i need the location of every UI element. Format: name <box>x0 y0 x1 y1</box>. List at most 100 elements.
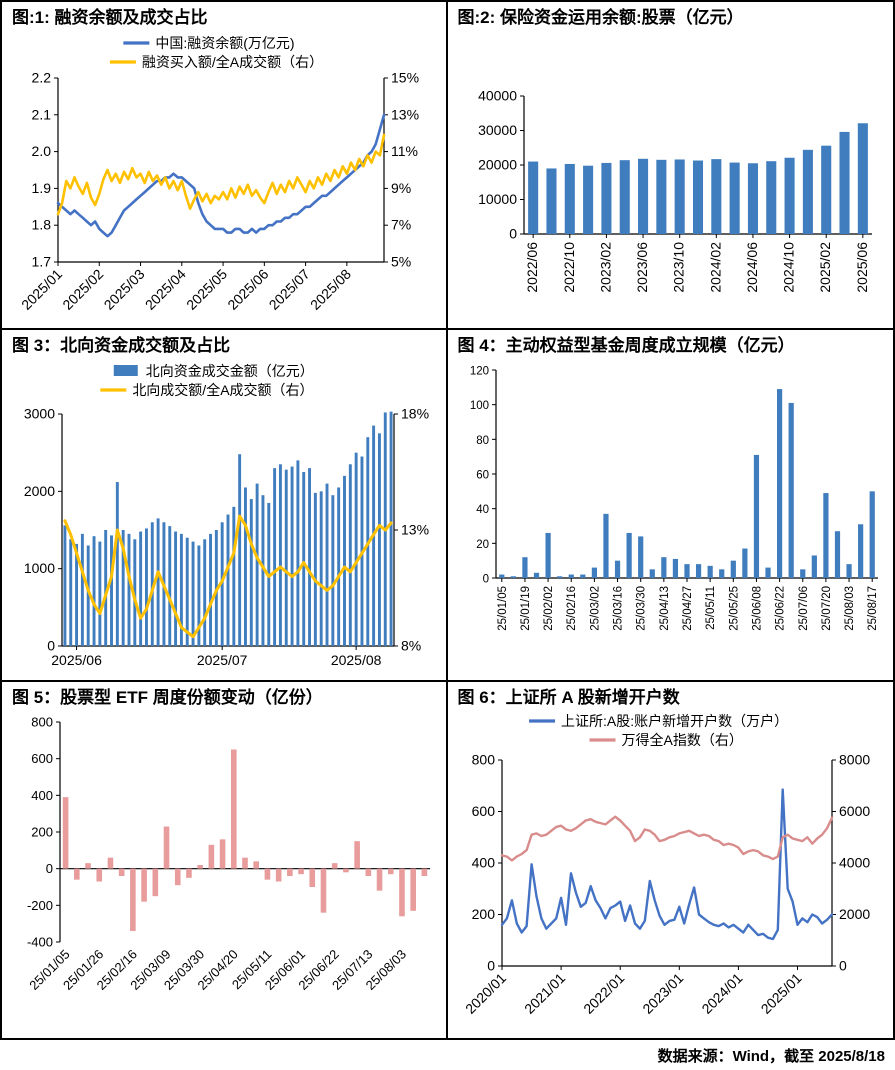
svg-text:2024/10: 2024/10 <box>780 242 796 293</box>
svg-text:2025/03: 2025/03 <box>101 266 148 313</box>
svg-text:1000: 1000 <box>24 560 55 576</box>
svg-text:万得全A指数（右）: 万得全A指数（右） <box>621 732 742 748</box>
svg-text:25/05/11: 25/05/11 <box>705 586 717 630</box>
insurance-equity-svg: 0 10000 20000 30000 40000 2022/06 2022/10 2023/… <box>478 87 872 293</box>
svg-text:0: 0 <box>839 957 847 973</box>
svg-text:15%: 15% <box>391 69 419 85</box>
svg-text:融资买入额/全A成交额（右）: 融资买入额/全A成交额（右） <box>142 54 323 70</box>
margin-balance-svg: 1.7 1.8 1.9 2.0 2.1 2.2 5% 7% 9% 11% 13% 15% 2025/01… <box>18 35 419 313</box>
svg-text:20: 20 <box>476 539 489 551</box>
svg-text:2025/05: 2025/05 <box>183 266 230 313</box>
chart6-figure: 0 200 400 600 800 0 2000 4000 6000 8000 2020/01 202… <box>456 712 890 1031</box>
chart4-figure: 0 20 40 60 80 100 120 25/01/05 25/01/19 25/02/02 2… <box>456 360 890 655</box>
svg-text:0: 0 <box>509 225 517 241</box>
svg-text:25/06/08: 25/06/08 <box>751 586 763 631</box>
svg-text:13%: 13% <box>391 106 419 122</box>
svg-text:2023/10: 2023/10 <box>670 242 686 293</box>
svg-text:8000: 8000 <box>839 751 870 767</box>
svg-text:2025/07: 2025/07 <box>266 266 313 313</box>
svg-text:80: 80 <box>476 435 489 447</box>
svg-text:120: 120 <box>469 365 488 377</box>
svg-text:2025/06: 2025/06 <box>853 242 869 293</box>
chart5-figure: -400 -200 0 200 400 600 800 25/01/05 25/01/26 25/… <box>10 712 442 1013</box>
svg-text:2020/01: 2020/01 <box>462 970 509 1017</box>
svg-text:30000: 30000 <box>478 122 517 138</box>
svg-text:25/08/03: 25/08/03 <box>844 586 856 631</box>
svg-text:2025/07: 2025/07 <box>197 652 248 668</box>
svg-text:0: 0 <box>487 957 495 973</box>
svg-text:2025/04: 2025/04 <box>142 266 189 313</box>
svg-text:5%: 5% <box>391 253 411 269</box>
svg-text:25/08/17: 25/08/17 <box>867 586 879 631</box>
svg-text:2025/08: 2025/08 <box>331 652 382 668</box>
chart6-panel: 图 6：上证所 A 股新增开户数 0 200 400 600 800 0 2000 4000 6… <box>447 682 893 1038</box>
svg-text:2000: 2000 <box>839 906 870 922</box>
chart2-figure: 0 10000 20000 30000 40000 2022/06 2022/10 2023/… <box>456 32 890 325</box>
svg-text:800: 800 <box>471 751 495 767</box>
svg-text:60: 60 <box>476 469 489 481</box>
svg-text:25/03/16: 25/03/16 <box>612 586 624 631</box>
svg-text:2025/06: 2025/06 <box>224 266 271 313</box>
svg-text:25/04/27: 25/04/27 <box>682 586 694 631</box>
active-fund-issuance-svg: 0 20 40 60 80 100 120 25/01/05 25/01/19 25/02/02 2… <box>469 365 879 631</box>
chart6-title: 图 6：上证所 A 股新增开户数 <box>457 688 680 707</box>
svg-text:2.2: 2.2 <box>32 69 52 85</box>
svg-text:9%: 9% <box>391 180 411 196</box>
svg-text:2025/06: 2025/06 <box>51 652 102 668</box>
svg-text:上证所:A股:账户新增开户数（万户）: 上证所:A股:账户新增开户数（万户） <box>561 713 788 729</box>
etf-share-change-svg: -400-200020040060080025/01/0525/01/2625/… <box>26 714 430 993</box>
svg-text:2023/01: 2023/01 <box>639 970 686 1017</box>
svg-text:0: 0 <box>47 637 55 653</box>
chart3-title: 图 3：北向资金成交额及占比 <box>12 336 231 355</box>
charts-grid: 图:1: 融资余额及成交占比 1.7 1.8 1.9 2.0 2.1 2.2 5% 7% 9% 1… <box>0 0 895 1040</box>
svg-text:2022/10: 2022/10 <box>560 242 576 293</box>
svg-text:18%: 18% <box>401 405 429 421</box>
svg-text:600: 600 <box>31 751 53 766</box>
svg-text:0: 0 <box>482 573 488 585</box>
svg-text:-400: -400 <box>27 934 53 949</box>
svg-text:2000: 2000 <box>24 483 55 499</box>
chart3-figure: 0 1000 2000 3000 8% 13% 18% 2025/06 2025/07 2025/… <box>10 360 442 679</box>
svg-text:2022/06: 2022/06 <box>524 242 540 293</box>
svg-text:2.1: 2.1 <box>32 106 52 122</box>
chart2-panel: 图:2: 保险资金运用余额:股票（亿元） 0 10000 20000 30000 400… <box>447 2 893 330</box>
svg-text:3000: 3000 <box>24 405 55 421</box>
svg-text:0: 0 <box>46 861 53 876</box>
svg-text:100: 100 <box>469 400 488 412</box>
chart2-title: 图:2: 保险资金运用余额:股票（亿元） <box>457 8 744 27</box>
northbound-turnover-svg: 0 1000 2000 3000 8% 13% 18% 2025/06 2025/07 2025/… <box>24 363 429 668</box>
svg-text:200: 200 <box>471 906 495 922</box>
svg-text:13%: 13% <box>401 521 429 537</box>
chart3-panel: 图 3：北向资金成交额及占比 0 1000 2000 3000 8% 13% 18% 2025… <box>2 330 448 682</box>
svg-text:25/04/13: 25/04/13 <box>658 586 670 631</box>
svg-text:2024/02: 2024/02 <box>707 242 723 293</box>
svg-text:400: 400 <box>471 854 495 870</box>
svg-text:25/03/30: 25/03/30 <box>635 586 647 631</box>
chart4-title: 图 4：主动权益型基金周度成立规模（亿元） <box>457 336 795 355</box>
svg-text:600: 600 <box>471 803 495 819</box>
svg-text:1.7: 1.7 <box>32 253 52 269</box>
svg-text:2024/06: 2024/06 <box>743 242 759 293</box>
svg-text:25/05/25: 25/05/25 <box>728 586 740 631</box>
svg-text:2025/02: 2025/02 <box>817 242 833 293</box>
svg-text:10000: 10000 <box>478 191 517 207</box>
chart5-title: 图 5：股票型 ETF 周度份额变动（亿份） <box>12 688 323 707</box>
svg-text:北向成交额/全A成交额（右）: 北向成交额/全A成交额（右） <box>132 382 313 398</box>
svg-text:2022/01: 2022/01 <box>580 970 627 1017</box>
svg-text:6000: 6000 <box>839 803 870 819</box>
svg-text:2.0: 2.0 <box>32 143 52 159</box>
chart1-figure: 1.7 1.8 1.9 2.0 2.1 2.2 5% 7% 9% 11% 13% 15% 2025/01… <box>10 32 442 327</box>
svg-text:800: 800 <box>31 714 53 729</box>
svg-text:中国:融资余额(万亿元): 中国:融资余额(万亿元) <box>155 35 294 51</box>
svg-text:8%: 8% <box>401 637 421 653</box>
svg-text:11%: 11% <box>391 143 418 159</box>
svg-text:25/02/02: 25/02/02 <box>543 586 555 631</box>
svg-text:2025/01: 2025/01 <box>18 266 65 313</box>
svg-text:25/01/19: 25/01/19 <box>519 586 531 631</box>
svg-text:25/06/22: 25/06/22 <box>774 586 786 631</box>
svg-text:25/07/20: 25/07/20 <box>820 586 832 631</box>
svg-text:25/03/02: 25/03/02 <box>589 586 601 631</box>
svg-text:2023/06: 2023/06 <box>634 242 650 293</box>
svg-text:40: 40 <box>476 504 489 516</box>
